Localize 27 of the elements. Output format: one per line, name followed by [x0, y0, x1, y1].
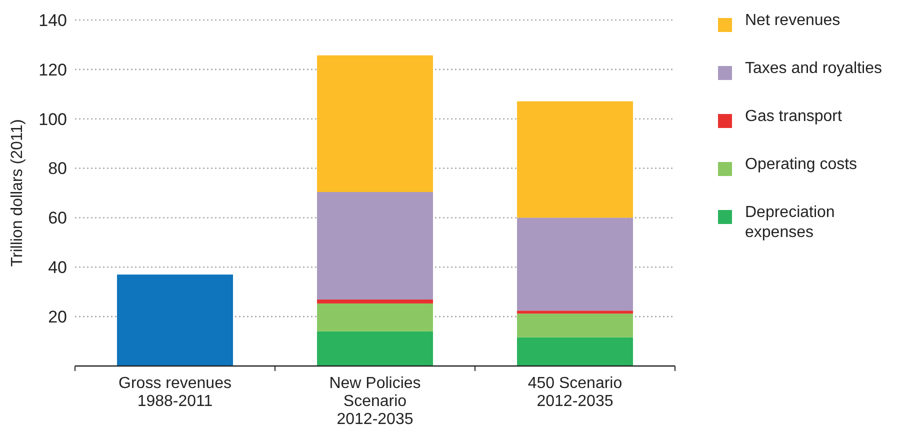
- bar: [517, 314, 633, 338]
- y-tick-label: 40: [48, 258, 67, 278]
- y-tick-label: 60: [48, 208, 67, 228]
- x-tick-label: New Policies Scenario 2012-2035: [329, 375, 421, 428]
- legend-label: Gas transport: [745, 108, 842, 125]
- bar: [117, 274, 233, 366]
- bar: [517, 310, 633, 314]
- bar: [317, 192, 433, 300]
- y-tick-label: 100: [38, 110, 67, 129]
- bar: [317, 55, 433, 192]
- y-tick-label: 140: [38, 10, 67, 30]
- y-tick-label: 120: [38, 60, 67, 80]
- y-tick-label: 80: [48, 159, 67, 178]
- legend-label: Operating costs: [745, 156, 858, 173]
- y-tick-label: 20: [48, 308, 67, 327]
- bar: [317, 303, 433, 332]
- legend-label: Taxes and royalties: [745, 60, 882, 77]
- legend-label: Net revenues: [745, 12, 840, 29]
- bar: [317, 300, 433, 304]
- bar: [517, 101, 633, 218]
- bar: [517, 218, 633, 311]
- bar: [517, 337, 633, 366]
- bar: [317, 331, 433, 366]
- x-tick-label: Gross revenues 1988-2011: [118, 375, 232, 410]
- x-tick-label: 450 Scenario 2012-2035: [528, 375, 622, 410]
- y-axis-title: Trillion dollars (2011): [9, 119, 26, 267]
- legend-label: Depreciation expenses: [745, 204, 835, 241]
